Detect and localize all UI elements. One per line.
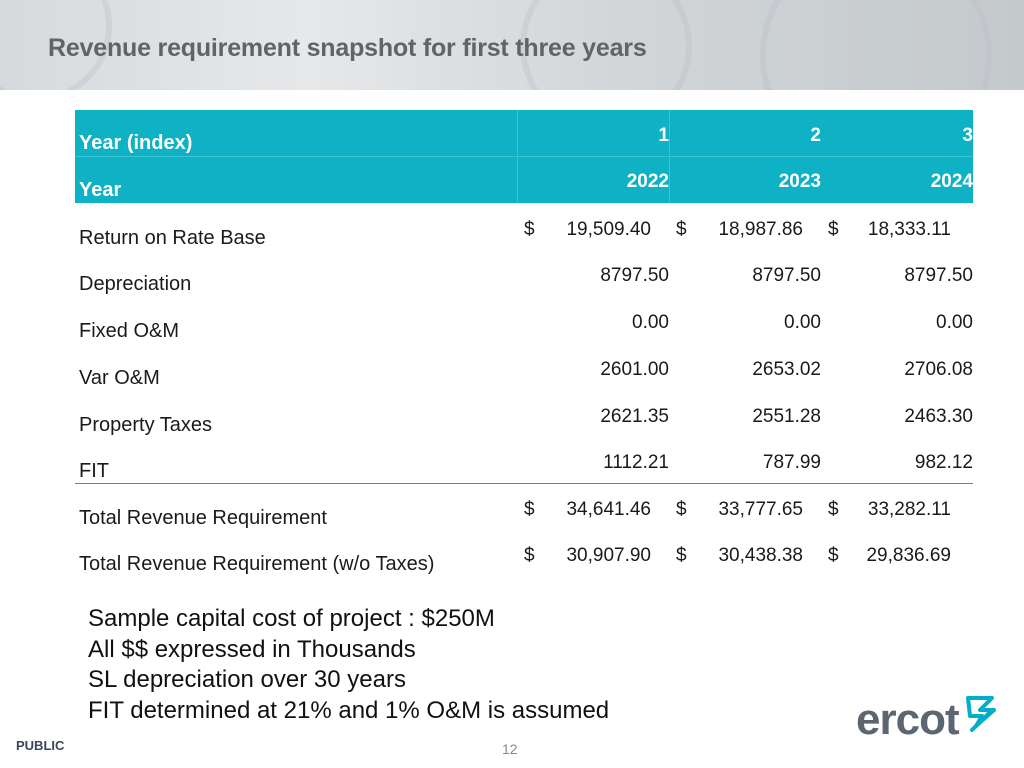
table-cell: 30,907.90 <box>566 545 651 566</box>
table-header-row: Year 2022 2023 2024 <box>75 157 973 203</box>
table-cell: 19,509.40 <box>566 219 651 240</box>
logo-wordmark: ercot <box>856 695 960 744</box>
table-cell: 787.99 <box>762 452 821 473</box>
table-cell: 2551.28 <box>752 406 821 427</box>
table-row-label: Total Revenue Requirement <box>79 507 327 529</box>
ercot-logo: ercot <box>856 695 996 744</box>
table-cell: 18,333.11 <box>867 219 951 240</box>
currency-symbol: $ <box>676 545 687 566</box>
table-cell: 29,836.69 <box>866 545 951 566</box>
table-cell: 2653.02 <box>752 359 821 380</box>
header-value: 1 <box>658 125 669 146</box>
header-value: 2024 <box>930 171 973 192</box>
currency-symbol: $ <box>676 499 687 520</box>
table-cell: 8797.50 <box>600 265 669 286</box>
currency-symbol: $ <box>828 219 839 240</box>
note-line: Sample capital cost of project : $250M <box>88 605 495 632</box>
note-line: SL depreciation over 30 years <box>88 666 406 693</box>
banner-decoration <box>0 0 112 90</box>
table-cell: 18,987.86 <box>718 219 803 240</box>
table-row-label: Property Taxes <box>79 414 213 436</box>
table-cell: 33,777.65 <box>718 499 803 520</box>
header-value: 2023 <box>778 171 821 192</box>
banner-decoration <box>520 0 692 90</box>
currency-symbol: $ <box>676 219 687 240</box>
notes-block: Sample capital cost of project : $250M A… <box>88 604 609 726</box>
table-cell: 982.12 <box>914 452 973 473</box>
table-row-label: Var O&M <box>79 367 160 389</box>
table-cell: 8797.50 <box>752 265 821 286</box>
currency-symbol: $ <box>524 499 535 520</box>
table-cell: 2706.08 <box>904 359 973 380</box>
header-value: 2022 <box>626 171 669 192</box>
header-label: Year <box>79 179 122 201</box>
currency-symbol: $ <box>828 499 839 520</box>
table-cell: 0.00 <box>632 312 669 333</box>
table-cell: 8797.50 <box>904 265 973 286</box>
total-divider <box>75 483 973 484</box>
table-cell: 1112.21 <box>603 452 669 473</box>
table-row-label: Depreciation <box>79 273 192 295</box>
note-line: All $$ expressed in Thousands <box>88 635 416 663</box>
table-row-label: Fixed O&M <box>79 320 180 342</box>
table-cell: 2463.30 <box>904 406 973 427</box>
page-title: Revenue requirement snapshot for first t… <box>48 34 647 62</box>
table-cell: 34,641.46 <box>566 499 651 520</box>
table-cell: 30,438.38 <box>718 545 803 566</box>
table-cell: 2621.35 <box>600 406 669 427</box>
table-cell: 2601.00 <box>600 359 669 380</box>
table-cell: 33,282.11 <box>867 499 951 520</box>
table-cell: 0.00 <box>936 312 973 333</box>
banner-decoration <box>760 0 992 90</box>
classification-label: PUBLIC <box>16 738 65 753</box>
table-row-label: FIT <box>79 460 109 482</box>
page-number: 12 <box>502 741 518 757</box>
currency-symbol: $ <box>524 545 535 566</box>
currency-symbol: $ <box>828 545 839 566</box>
header-label: Year (index) <box>79 132 193 154</box>
currency-symbol: $ <box>524 219 535 240</box>
header-value: 3 <box>962 125 973 146</box>
header-value: 2 <box>810 125 821 146</box>
table-row-label: Total Revenue Requirement (w/o Taxes) <box>79 553 435 575</box>
table-header-row: Year (index) 1 2 3 <box>75 110 973 156</box>
table-cell: 0.00 <box>784 312 821 333</box>
table-row-label: Return on Rate Base <box>79 227 266 249</box>
header-banner: Revenue requirement snapshot for first t… <box>0 0 1024 90</box>
note-line: FIT determined at 21% and 1% O&M is assu… <box>88 696 610 724</box>
logo-bolt-tail <box>970 712 990 732</box>
